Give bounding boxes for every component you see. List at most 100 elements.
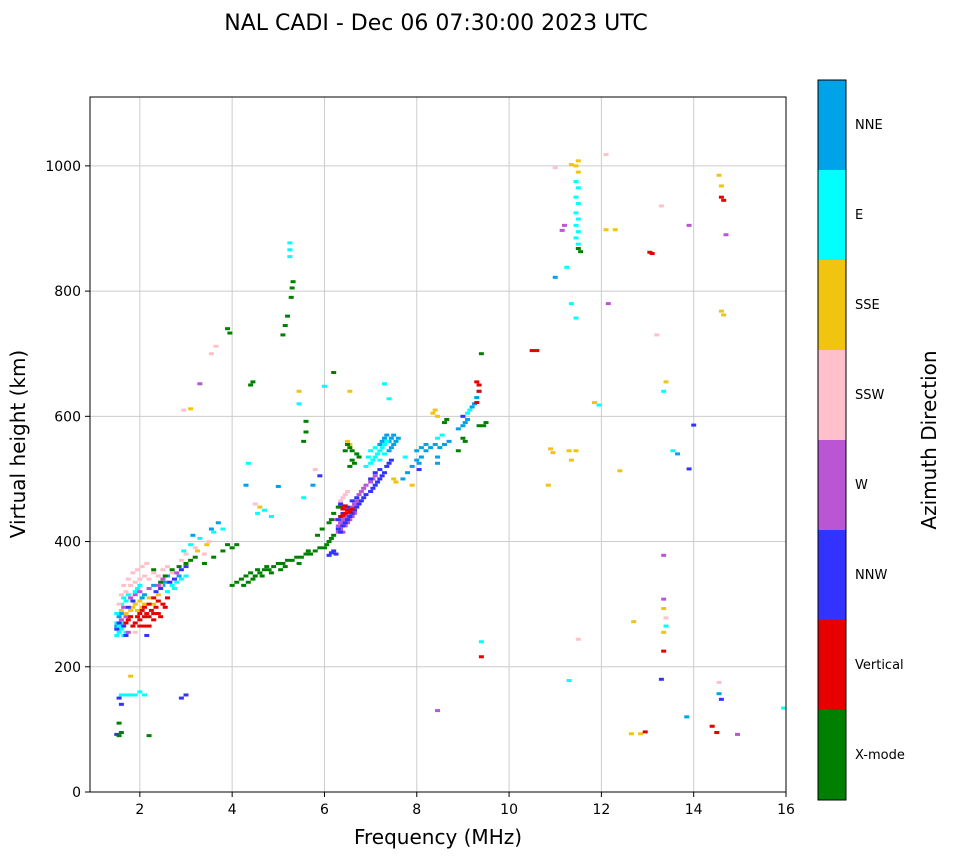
scatter-point: [220, 527, 226, 531]
scatter-point: [416, 468, 422, 472]
scatter-point: [220, 549, 226, 553]
y-tick-label: 400: [54, 535, 81, 551]
scatter-point: [171, 577, 177, 581]
scatter-point: [206, 540, 212, 544]
scatter-point: [423, 449, 429, 453]
scatter-point: [303, 552, 309, 556]
scatter-point: [573, 316, 579, 320]
scatter-point: [123, 633, 129, 637]
scatter-point: [125, 605, 131, 609]
scatter-point: [146, 602, 152, 606]
scatter-point: [575, 186, 581, 190]
scatter-point: [564, 265, 570, 269]
scatter-point: [340, 524, 346, 528]
scatter-point: [718, 195, 724, 199]
scatter-point: [248, 571, 254, 575]
scatter-point: [288, 295, 294, 299]
scatter-point: [208, 352, 214, 356]
scatter-point: [181, 408, 187, 412]
scatter-point: [135, 587, 141, 591]
scatter-point: [548, 447, 554, 451]
scatter-point: [155, 593, 161, 597]
scatter-point: [596, 403, 602, 407]
scatter-point: [661, 597, 667, 601]
scatter-point: [465, 411, 471, 415]
scatter-point: [287, 248, 293, 252]
scatter-point: [347, 510, 353, 514]
scatter-point: [439, 433, 445, 437]
x-tick-label: 2: [135, 802, 144, 818]
scatter-point: [386, 397, 392, 401]
scatter-point: [354, 499, 360, 503]
scatter-point: [118, 627, 124, 631]
scatter-point: [435, 414, 441, 418]
y-tick-label: 200: [54, 660, 81, 676]
plot-frame: [89, 96, 787, 793]
scatter-point: [372, 471, 378, 475]
colorbar-tick-label: W: [855, 478, 868, 493]
scatter-point: [714, 731, 720, 735]
scatter-point: [384, 433, 390, 437]
scatter-point: [552, 275, 558, 279]
scatter-point: [257, 505, 263, 509]
scatter-point: [469, 405, 475, 409]
scatter-point: [691, 423, 697, 427]
scatter-point: [342, 504, 348, 508]
scatter-point: [266, 568, 272, 572]
scatter-point: [423, 443, 429, 446]
colorbar-band-NNW: [818, 530, 846, 621]
scatter-point: [573, 236, 579, 240]
scatter-point: [684, 715, 690, 719]
series-SSW: [116, 153, 722, 684]
scatter-point: [351, 461, 357, 465]
scatter-point: [550, 451, 556, 455]
y-tick-label: 800: [54, 284, 81, 300]
scatter-point: [391, 433, 397, 437]
scatter-point: [121, 605, 127, 609]
scatter-point: [663, 380, 669, 384]
scatter-point: [686, 223, 692, 227]
scatter-point: [243, 483, 249, 487]
scatter-point: [301, 496, 307, 500]
scatter-point: [388, 458, 394, 462]
scatter-point: [462, 439, 468, 443]
scatter-point: [123, 599, 129, 603]
scatter-point: [132, 693, 138, 697]
scatter-point: [155, 583, 161, 587]
scatter-point: [257, 571, 263, 575]
scatter-point: [377, 458, 383, 462]
scatter-point: [130, 624, 136, 628]
scatter-point: [137, 583, 143, 587]
scatter-point: [559, 228, 565, 232]
scatter-point: [305, 549, 311, 553]
scatter-point: [116, 624, 122, 628]
scatter-point: [178, 696, 184, 700]
scatter-point: [351, 502, 357, 506]
scatter-point: [255, 511, 261, 515]
scatter-point: [379, 439, 385, 443]
scatter-point: [437, 446, 443, 450]
scatter-point: [160, 577, 166, 581]
scatter-point: [781, 706, 787, 710]
series-X-mode: [116, 247, 584, 738]
scatter-point: [245, 580, 251, 584]
scatter-point: [331, 370, 337, 374]
scatter-point: [298, 555, 304, 559]
scatter-point: [345, 443, 351, 446]
scatter-point: [370, 486, 376, 490]
scatter-point: [280, 561, 286, 565]
scatter-point: [391, 443, 397, 446]
scatter-point: [340, 496, 346, 500]
scatter-point: [165, 565, 171, 569]
scatter-point: [435, 436, 441, 440]
scatter-point: [123, 621, 129, 625]
scatter-point: [268, 515, 274, 519]
scatter-point: [435, 455, 441, 459]
scatter-point: [342, 521, 348, 525]
scatter-point: [405, 471, 411, 475]
scatter-point: [393, 439, 399, 443]
scatter-point: [188, 543, 194, 547]
x-tick-label: 16: [777, 802, 795, 818]
scatter-point: [137, 577, 143, 581]
